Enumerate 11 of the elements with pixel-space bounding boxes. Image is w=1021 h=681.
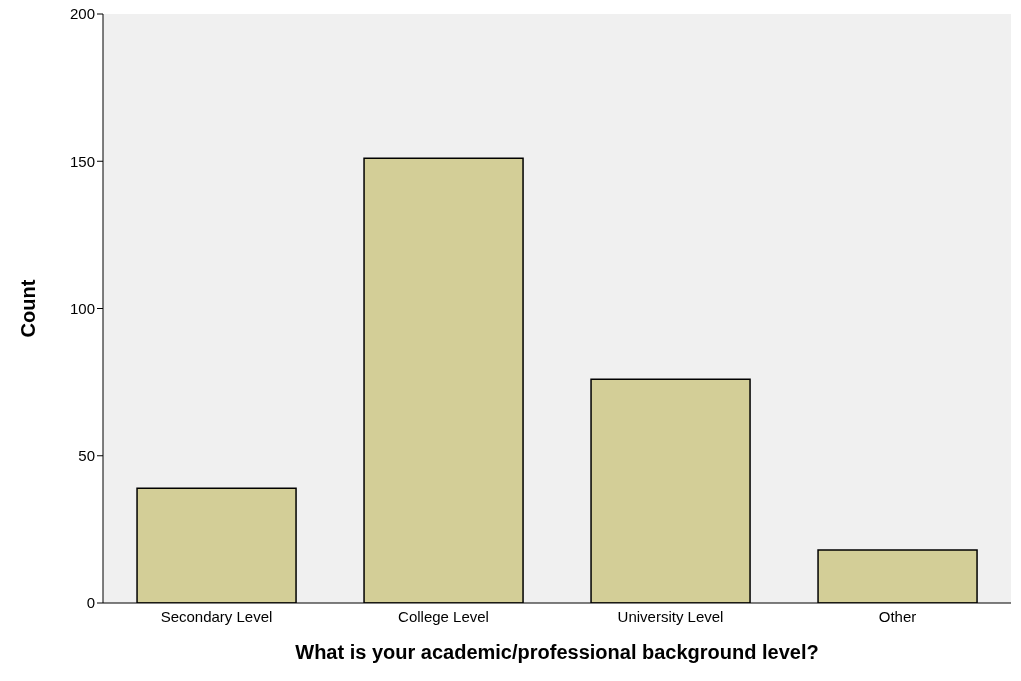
x-axis-title: What is your academic/professional background level? — [295, 641, 819, 663]
y-tick-label: 150 — [69, 152, 95, 170]
y-tick-label: 0 — [86, 594, 95, 612]
x-tick-label: University Level — [617, 607, 724, 625]
y-tick-label: 100 — [69, 299, 95, 317]
y-tick-label: 50 — [78, 447, 95, 465]
x-tick-label: College Level — [398, 607, 489, 625]
y-tick-label: 200 — [69, 5, 95, 23]
x-tick-label: Secondary Level — [160, 607, 273, 625]
x-tick-label: Other — [878, 607, 917, 625]
y-axis-title: Count — [17, 279, 40, 338]
